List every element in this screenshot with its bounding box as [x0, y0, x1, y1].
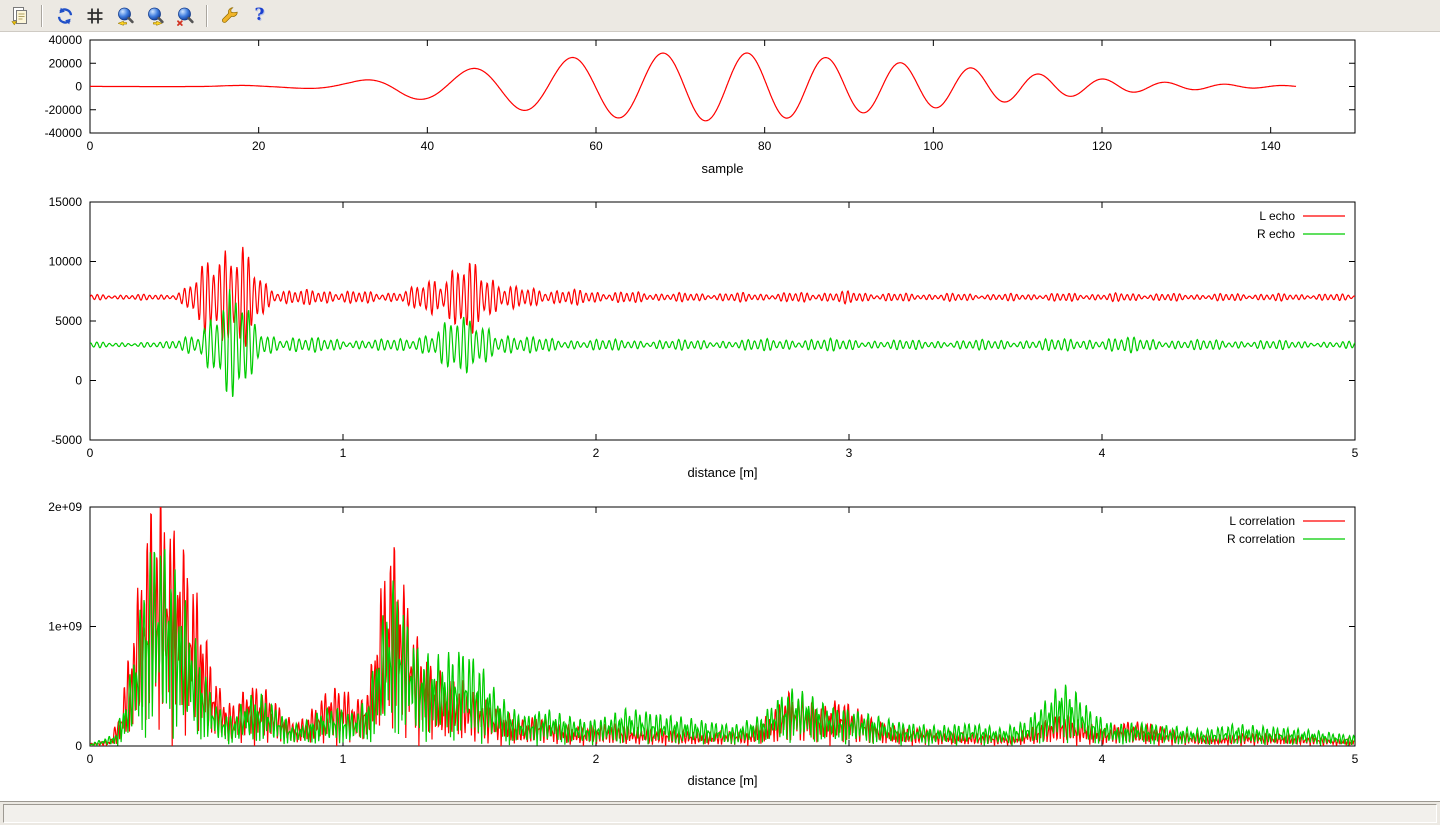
series-line-r-correlation [90, 549, 1355, 746]
svg-text:40000: 40000 [49, 33, 83, 47]
toggle-grid-button[interactable] [81, 2, 108, 29]
chart-echo-signals[interactable]: 0 1 2 3 4 5 -5000 0 5000 10000 15000 distance [m] L … [0, 190, 1440, 495]
svg-text:20000: 20000 [49, 56, 83, 70]
zoom-next-button[interactable] [141, 2, 168, 29]
grid-icon [87, 8, 102, 23]
series-line-l-correlation [90, 507, 1355, 746]
svg-text:4: 4 [1099, 752, 1106, 766]
status-text [3, 804, 1437, 823]
svg-text:4: 4 [1099, 446, 1106, 460]
copy-plot-button[interactable] [6, 2, 33, 29]
svg-text:0: 0 [75, 80, 82, 94]
svg-text:0: 0 [87, 752, 94, 766]
zoom-reset-icon [176, 7, 194, 26]
svg-text:L correlation: L correlation [1229, 514, 1295, 528]
zoom-next-icon [147, 7, 164, 26]
axes: 0 1 2 3 4 5 -5000 0 5000 10000 15000 distance [m] [49, 195, 1359, 480]
zoom-reset-button[interactable] [171, 2, 198, 29]
pulse-waveform-svg: 0 20 40 60 80 100 120 140 -40000 -20000 0 20000 4000… [45, 33, 1356, 176]
svg-text:0: 0 [75, 374, 82, 388]
svg-text:0: 0 [87, 446, 94, 460]
svg-text:120: 120 [1092, 139, 1112, 153]
svg-text:5: 5 [1352, 446, 1359, 460]
svg-text:R correlation: R correlation [1227, 532, 1295, 546]
svg-text:140: 140 [1261, 139, 1281, 153]
zoom-previous-icon [116, 7, 134, 26]
svg-text:2: 2 [593, 752, 600, 766]
svg-text:1: 1 [340, 752, 347, 766]
toolbar-separator [41, 4, 43, 27]
replot-icon [57, 7, 72, 24]
correlation-svg: 0 1 2 3 4 5 0 1e+09 2e+09 distance [m] L correlati… [48, 500, 1358, 788]
svg-text:3: 3 [846, 446, 853, 460]
svg-text:0: 0 [87, 139, 94, 153]
svg-text:-20000: -20000 [45, 103, 83, 117]
axes: 0 20 40 60 80 100 120 140 -40000 -20000 0 20000 4000… [45, 33, 1356, 176]
svg-text:0: 0 [75, 739, 82, 753]
plot-area: 0 20 40 60 80 100 120 140 -40000 -20000 0 20000 4000… [0, 32, 1440, 801]
series-line-l-echo [90, 246, 1355, 347]
status-bar [0, 801, 1440, 825]
svg-text:60: 60 [589, 139, 603, 153]
svg-text:20: 20 [252, 139, 266, 153]
svg-text:10000: 10000 [49, 255, 83, 269]
copy-plot-icon [10, 6, 27, 25]
x-axis-label: sample [702, 161, 744, 176]
zoom-previous-button[interactable] [111, 2, 138, 29]
svg-text:3: 3 [846, 752, 853, 766]
chart-correlation[interactable]: 0 1 2 3 4 5 0 1e+09 2e+09 distance [m] L correlati… [0, 495, 1440, 801]
axes: 0 1 2 3 4 5 0 1e+09 2e+09 distance [m] [48, 500, 1358, 788]
svg-text:-40000: -40000 [45, 126, 83, 140]
svg-text:-5000: -5000 [51, 433, 82, 447]
svg-text:R echo: R echo [1257, 227, 1295, 241]
x-axis-label: distance [m] [687, 773, 757, 788]
x-axis-label: distance [m] [687, 465, 757, 480]
series-line-r-echo [90, 289, 1355, 398]
svg-text:80: 80 [758, 139, 772, 153]
svg-text:1: 1 [340, 446, 347, 460]
svg-text:100: 100 [923, 139, 943, 153]
svg-text:5: 5 [1352, 752, 1359, 766]
help-button[interactable]: ? [246, 2, 273, 29]
svg-text:40: 40 [421, 139, 435, 153]
wrench-icon [221, 6, 238, 23]
legend: L correlation R correlation [1227, 514, 1345, 546]
series-line-pulse [90, 52, 1297, 122]
toolbar: ? [0, 0, 1440, 32]
svg-text:15000: 15000 [49, 195, 83, 209]
echo-signals-svg: 0 1 2 3 4 5 -5000 0 5000 10000 15000 distance [m] L … [49, 195, 1359, 480]
help-icon: ? [254, 5, 265, 25]
toolbar-separator [206, 4, 208, 27]
configure-button[interactable] [216, 2, 243, 29]
svg-text:1e+09: 1e+09 [48, 620, 82, 634]
replot-button[interactable] [51, 2, 78, 29]
svg-text:2e+09: 2e+09 [48, 500, 82, 514]
svg-text:5000: 5000 [55, 314, 82, 328]
svg-text:L echo: L echo [1259, 209, 1295, 223]
chart-pulse-waveform[interactable]: 0 20 40 60 80 100 120 140 -40000 -20000 0 20000 4000… [0, 32, 1440, 190]
svg-text:2: 2 [593, 446, 600, 460]
legend: L echo R echo [1257, 209, 1345, 241]
